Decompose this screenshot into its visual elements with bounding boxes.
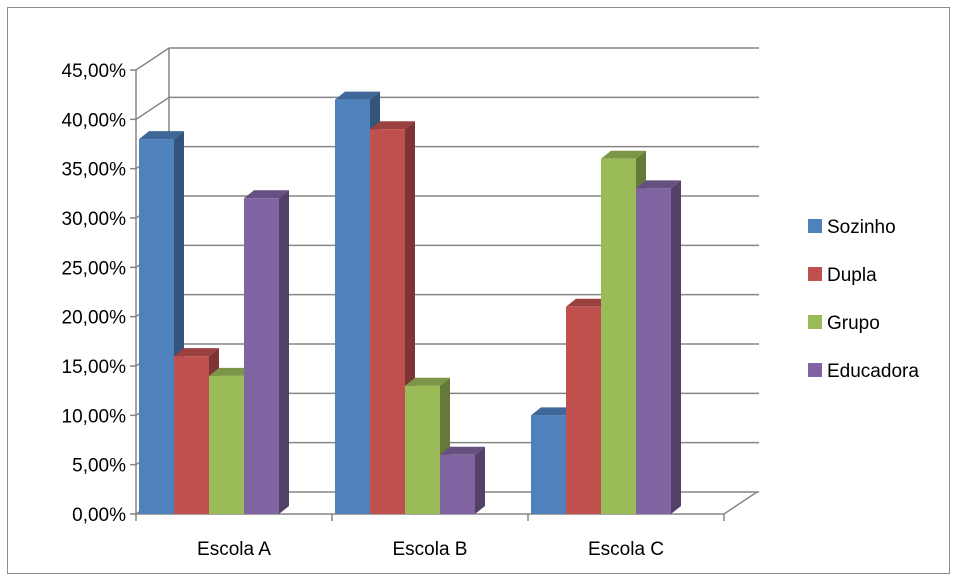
bar-top [440,446,485,455]
y-tick-label: 30,00% [62,209,127,230]
legend-entry-dupla: Dupla [808,265,877,286]
bar-educadora-3 [636,180,681,514]
bar-dupla-2 [370,121,415,514]
bar-educadora-2 [440,446,485,514]
bar-front [636,188,671,514]
bar-front [440,454,475,514]
legend-entry-grupo: Grupo [808,313,880,334]
bar-top [370,121,415,130]
legend-label: Dupla [827,265,877,286]
legend-entry-sozinho: Sozinho [808,217,896,238]
bar-top [335,91,380,100]
y-tick-label: 15,00% [62,357,127,378]
x-tick-label: Escola A [197,539,271,560]
bar-front [139,139,174,515]
bar-front [209,375,244,514]
bar-side [475,446,485,514]
bar-top [174,348,219,357]
bar-top [601,150,646,159]
bars [139,91,681,515]
bar-front [601,158,636,515]
bar-top [405,377,450,386]
legend-swatch [808,363,822,377]
legend-label: Educadora [827,361,919,382]
y-tick-label: 35,00% [62,160,127,181]
bar-top [636,180,681,189]
x-tick-label: Escola B [393,539,468,560]
gridline-diagonal [135,96,170,120]
y-tick-label: 10,00% [62,406,127,427]
bar-side [671,180,681,514]
y-tick-label: 45,00% [62,61,127,82]
legend-swatch [808,267,822,281]
y-tick-label: 20,00% [62,308,127,329]
bar-top [139,131,184,140]
bar-top [566,298,611,307]
bar-front [370,129,405,514]
bar-top [244,190,289,199]
bar-front [244,198,279,514]
x-tick-label: Escola C [588,539,664,560]
legend: Sozinho Dupla Grupo Educadora [808,217,919,382]
y-tick-label: 5,00% [72,456,126,477]
bar-front [566,306,601,514]
tick-labels: 0,00% 5,00% 10,00% 15,00% 20,00% 25,00% 30,00%… [62,61,664,560]
floor-edge [723,491,758,515]
gridline-diagonal [135,47,170,71]
legend-entry-educadora: Educadora [808,361,919,382]
bar-top [209,367,254,376]
legend-swatch [808,315,822,329]
bar-front [174,356,209,514]
y-tick-label: 40,00% [62,110,127,131]
legend-label: Grupo [827,313,880,334]
bar-front [335,99,370,514]
bar-front [405,385,440,514]
y-tick-label: 25,00% [62,258,127,279]
bar-side [279,190,289,514]
bar-top [531,407,576,416]
legend-label: Sozinho [827,217,896,238]
legend-swatch [808,219,822,233]
bar-educadora-1 [244,190,289,514]
bar-sozinho-1 [139,131,184,515]
bar-front [531,415,566,514]
y-tick-label: 0,00% [72,505,126,526]
